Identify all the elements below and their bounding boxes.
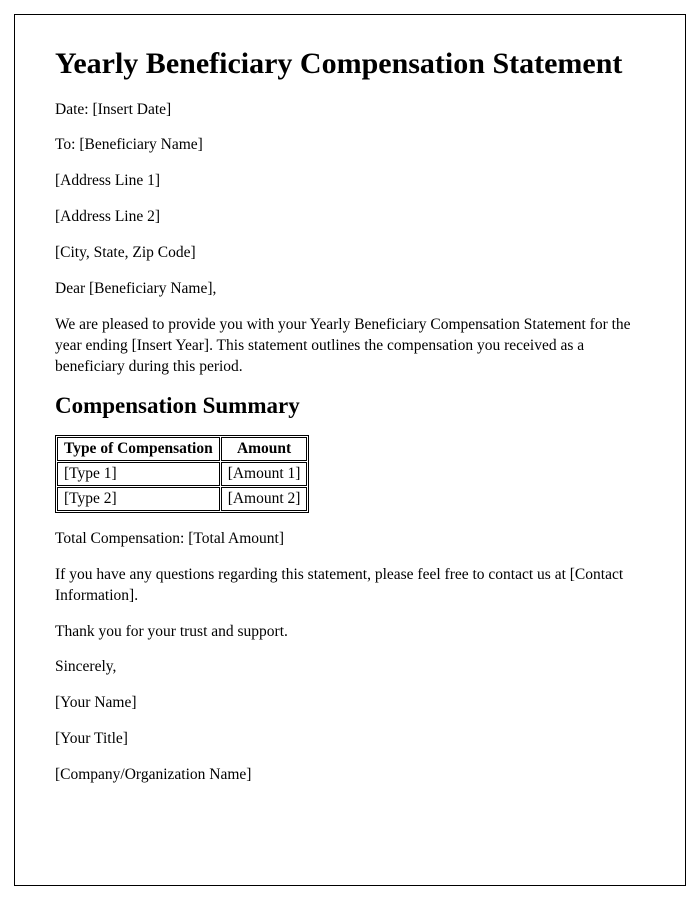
sender-title: [Your Title] (55, 729, 645, 750)
table-row: [Type 1] [Amount 1] (57, 462, 307, 486)
closing: Sincerely, (55, 657, 645, 678)
to-line: To: [Beneficiary Name] (55, 135, 645, 156)
table-cell-type: [Type 2] (57, 487, 220, 511)
questions-paragraph: If you have any questions regarding this… (55, 565, 645, 607)
address-line-2: [Address Line 2] (55, 207, 645, 228)
table-header-type: Type of Compensation (57, 437, 220, 461)
total-line: Total Compensation: [Total Amount] (55, 529, 645, 550)
address-line-1: [Address Line 1] (55, 171, 645, 192)
document-title: Yearly Beneficiary Compensation Statemen… (55, 47, 645, 82)
salutation: Dear [Beneficiary Name], (55, 279, 645, 300)
intro-paragraph: We are pleased to provide you with your … (55, 315, 645, 378)
table-header-amount: Amount (221, 437, 308, 461)
table-cell-type: [Type 1] (57, 462, 220, 486)
table-header-row: Type of Compensation Amount (57, 437, 307, 461)
table-row: [Type 2] [Amount 2] (57, 487, 307, 511)
company-name: [Company/Organization Name] (55, 765, 645, 786)
table-cell-amount: [Amount 1] (221, 462, 308, 486)
city-state-zip: [City, State, Zip Code] (55, 243, 645, 264)
sender-name: [Your Name] (55, 693, 645, 714)
document-page: Yearly Beneficiary Compensation Statemen… (14, 14, 686, 886)
compensation-table: Type of Compensation Amount [Type 1] [Am… (55, 435, 309, 513)
table-cell-amount: [Amount 2] (221, 487, 308, 511)
date-line: Date: [Insert Date] (55, 100, 645, 121)
thanks-line: Thank you for your trust and support. (55, 622, 645, 643)
section-heading: Compensation Summary (55, 393, 645, 419)
